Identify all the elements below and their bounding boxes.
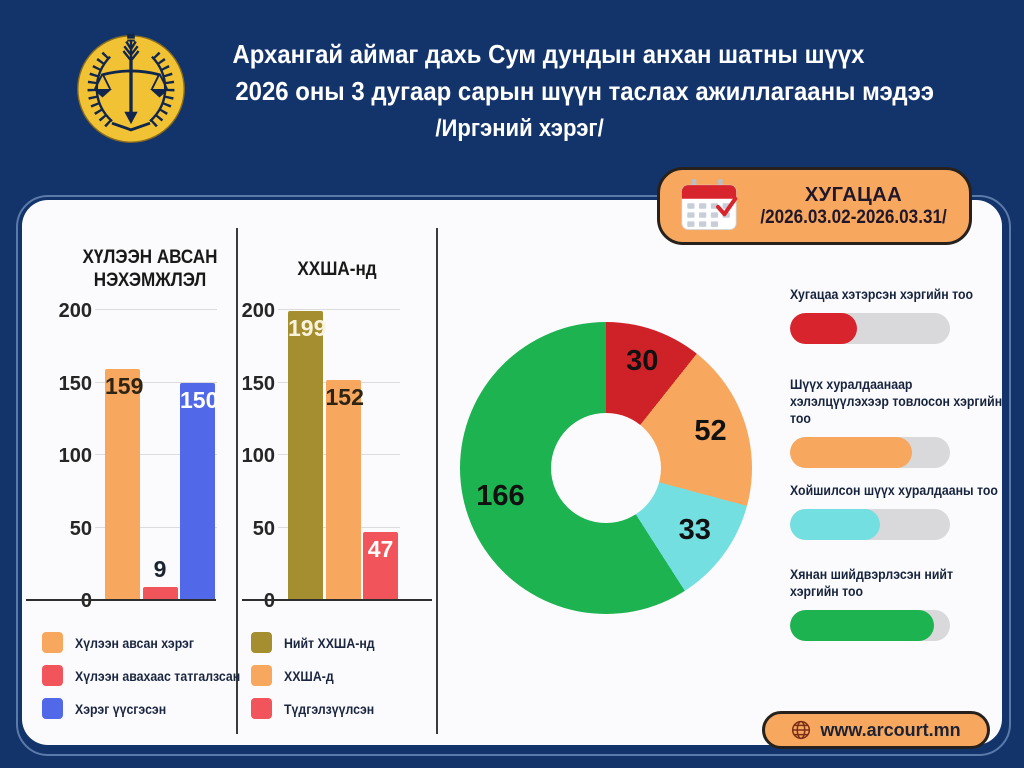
legend-swatch	[42, 632, 63, 653]
y-axis-tick: 150	[58, 372, 92, 395]
donut-value-label: 33	[678, 513, 711, 546]
legend-label: Хүлээн авахаас татгалзсан	[75, 667, 241, 684]
bar-2: 152	[325, 379, 364, 600]
card-outline	[16, 195, 1011, 756]
legend-swatch	[42, 698, 63, 719]
legend-item: Хүлээн авахаас татгалзсан	[42, 659, 263, 692]
court-logo	[74, 32, 188, 146]
stat-item: Шүүх хуралдаанаар хэлэлцүүлэхээр товлосо…	[790, 376, 1005, 468]
legend-swatch	[251, 698, 272, 719]
bar-1: 199	[288, 311, 327, 600]
title-line-2: 2026 оны 3 дугаар сарын шүүн таслах ажил…	[235, 76, 934, 106]
bar-value-label: 152	[325, 383, 364, 410]
legend-label: Нийт ХХША-нд	[284, 634, 375, 651]
legend-swatch	[251, 665, 272, 686]
donut-value-label: 30	[626, 345, 659, 378]
legend-label: Хүлээн авсан хэрэг	[75, 634, 195, 651]
y-axis-tick: 200	[241, 300, 275, 322]
stat-progress-track	[790, 610, 950, 641]
main-card: ХҮЛЭЭН АВСАН НЭХЭМЖЛЭЛ 0 50 100 150 200 159 9…	[22, 200, 1002, 745]
legend-label: Түдгэлзүүлсэн	[284, 700, 375, 717]
period-label: ХУГАЦАА	[804, 183, 903, 206]
bar-plot: 159 9 150	[95, 309, 219, 600]
chart-title: ХҮЛЭЭН АВСАН НЭХЭМЖЛЭЛ	[82, 247, 218, 291]
period-text: ХУГАЦАА /2026.03.02-2026.03.31/	[738, 184, 969, 229]
donut-value-label: 52	[694, 414, 727, 447]
legend-item: Түдгэлзүүлсэн	[251, 692, 387, 725]
legend-label: Хэрэг үүсгэсэн	[75, 700, 167, 717]
stat-progress-fill	[790, 313, 858, 344]
y-axis-tick: 200	[58, 300, 92, 322]
title-line-3: /Иргэний хэрэг/	[435, 115, 605, 142]
y-axis-tick: 100	[58, 445, 92, 467]
stat-label: Хянан шийдвэрлэсэн нийт хэргийн тоо	[790, 566, 954, 599]
section-divider	[436, 228, 438, 734]
legend-swatch	[42, 665, 63, 686]
gridline	[95, 309, 217, 310]
legend-label: ХХША-д	[284, 667, 334, 684]
y-axis-tick: 100	[241, 445, 275, 467]
y-axis: 0 50 100 150 200	[40, 300, 92, 612]
chart-title: ХХША-нд	[297, 259, 377, 280]
bar-3: 150	[180, 382, 219, 600]
stat-progress-fill	[790, 437, 912, 468]
globe-icon	[792, 720, 811, 740]
stat-progress-fill	[790, 509, 880, 540]
y-axis-tick: 50	[252, 517, 275, 540]
section-divider	[236, 228, 238, 734]
y-axis-tick: 0	[80, 590, 92, 612]
legend-item: Хүлээн авсан хэрэг	[42, 626, 263, 659]
gridline	[95, 526, 217, 528]
period-badge: ХУГАЦАА /2026.03.02-2026.03.31/	[657, 167, 972, 245]
legend-swatch	[251, 632, 272, 653]
y-axis-tick: 150	[241, 372, 275, 395]
gridline	[95, 454, 217, 455]
bar-2: 9	[142, 556, 178, 600]
calendar-icon	[681, 178, 738, 231]
period-range: /2026.03.02-2026.03.31/	[760, 206, 947, 228]
bar-value-label: 47	[367, 535, 394, 562]
chart-legend: Нийт ХХША-нд ХХША-д Түдгэлзүүлсэн	[251, 626, 387, 725]
stat-label: Хугацаа хэтэрсэн хэргийн тоо	[790, 286, 974, 302]
stat-label: Хойшилсон шүүх хуралдааны тоо	[790, 482, 998, 498]
scales-of-justice-icon	[77, 33, 185, 143]
x-axis-line	[242, 599, 432, 601]
bar-value-label: 199	[288, 315, 327, 342]
title-line-1: Архангай аймаг дахь Сум дундын анхан шат…	[232, 39, 865, 69]
x-axis-line	[26, 599, 216, 601]
bar-3: 47	[363, 531, 398, 600]
stat-progress-track	[790, 437, 950, 468]
stat-item: Хойшилсон шүүх хуралдааны тоо	[790, 482, 1005, 540]
stats-panel: Хугацаа хэтэрсэн хэргийн тоо Шүүх хуралда…	[790, 200, 1005, 745]
bar-value-label: 159	[105, 373, 144, 400]
bar-plot: 199 152 47	[278, 309, 400, 600]
y-axis-tick: 0	[263, 590, 275, 612]
bar-value-label: 150	[180, 386, 219, 413]
stat-progress-track	[790, 509, 950, 540]
y-axis: 0 50 100 150 200	[223, 300, 275, 612]
bar-value-label: 9	[153, 555, 167, 582]
gridline	[278, 309, 400, 310]
website-url: www.arcourt.mn	[820, 719, 961, 740]
stat-progress-fill	[790, 610, 934, 641]
page-title: Архангай аймаг дахь Сум дундын анхан шат…	[205, 36, 934, 147]
donut-hole	[551, 413, 661, 523]
legend-item: Нийт ХХША-нд	[251, 626, 387, 659]
stat-item: Хянан шийдвэрлэсэн нийт хэргийн тоо	[790, 566, 1005, 641]
stat-label: Шүүх хуралдаанаар хэлэлцүүлэхээр товлосо…	[790, 376, 1003, 426]
bar-1: 159	[105, 369, 144, 600]
stat-item: Хугацаа хэтэрсэн хэргийн тоо	[790, 286, 1005, 344]
legend-item: ХХША-д	[251, 659, 387, 692]
donut-value-label: 166	[476, 479, 525, 512]
website-badge[interactable]: www.arcourt.mn	[762, 711, 990, 749]
legend-item: Хэрэг үүсгэсэн	[42, 692, 263, 725]
gridline	[95, 381, 217, 383]
donut-chart	[460, 322, 752, 614]
chart-legend: Хүлээн авсан хэрэг Хүлээн авахаас татгалз…	[42, 626, 263, 725]
y-axis-tick: 50	[69, 517, 92, 540]
stat-progress-track	[790, 313, 950, 344]
